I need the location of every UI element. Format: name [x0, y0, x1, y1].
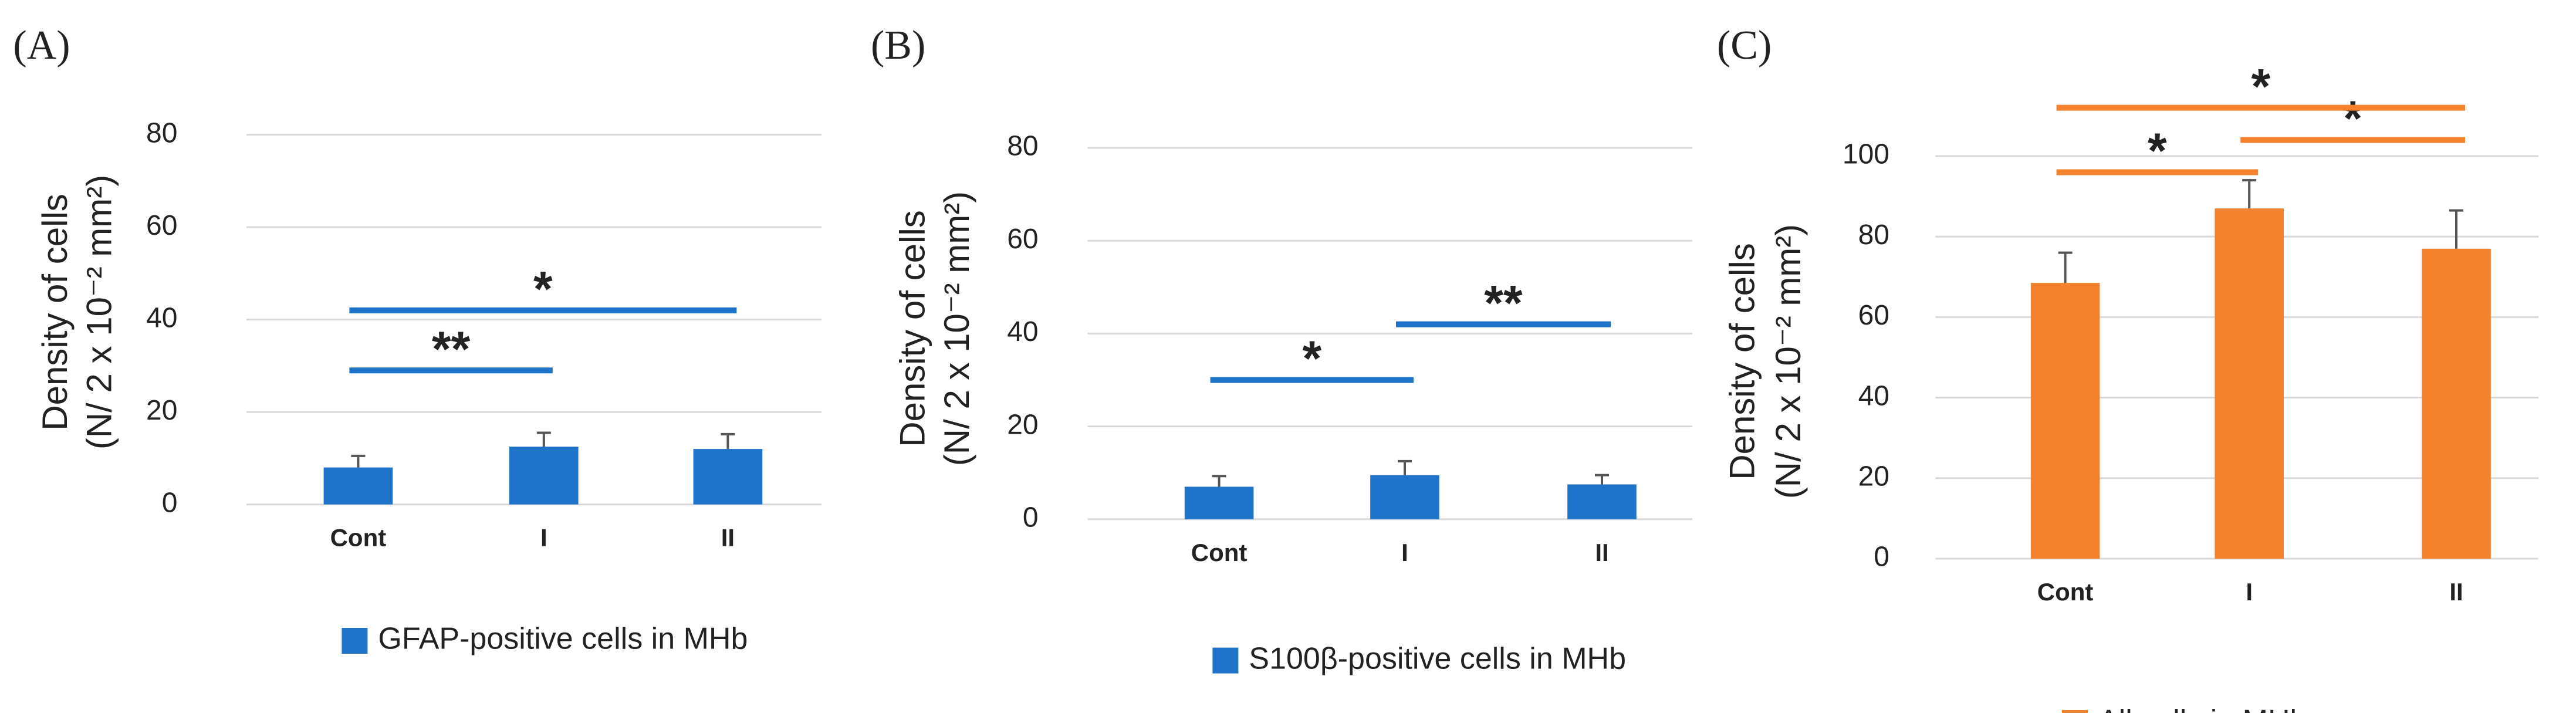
- bar: [693, 449, 763, 505]
- y-tick-label: 60: [146, 210, 177, 241]
- y-tick-label: 40: [146, 302, 177, 333]
- legend-swatch: [342, 628, 368, 654]
- y-tick-label: 100: [1843, 139, 1889, 170]
- y-tick-label: 0: [1874, 542, 1889, 573]
- x-tick-label: I: [540, 524, 547, 552]
- y-tick-label: 80: [1007, 131, 1038, 162]
- bar: [509, 447, 579, 505]
- significance-label: *: [533, 261, 553, 316]
- significance-label: **: [432, 321, 471, 376]
- x-tick-label: II: [2449, 578, 2463, 606]
- y-tick-label: 0: [1023, 502, 1039, 533]
- y-tick-label: 40: [1007, 316, 1038, 347]
- x-tick-label: Cont: [1191, 539, 1248, 566]
- y-axis-label: Density of cells: [35, 194, 75, 430]
- significance-label: *: [1302, 331, 1321, 386]
- y-tick-label: 80: [1858, 219, 1889, 251]
- y-axis-label: Density of cells: [893, 210, 932, 447]
- y-tick-label: 20: [146, 395, 177, 426]
- x-tick-label: II: [1595, 539, 1608, 566]
- x-tick-label: II: [721, 524, 735, 552]
- significance-label: *: [2148, 123, 2167, 178]
- x-tick-label: I: [2246, 578, 2253, 606]
- panel-label: (B): [871, 23, 925, 68]
- bar: [1567, 484, 1637, 519]
- y-tick-label: 0: [162, 487, 178, 518]
- bar: [1184, 486, 1254, 519]
- x-tick-label: I: [1401, 539, 1408, 566]
- significance-label: *: [2343, 91, 2362, 146]
- significance-label: **: [1484, 275, 1523, 330]
- y-tick-label: 20: [1858, 461, 1889, 492]
- y-tick-label: 20: [1007, 409, 1038, 440]
- x-tick-label: Cont: [330, 524, 387, 552]
- y-axis-label: (N/ 2 x 10⁻² mm²): [1769, 224, 1808, 499]
- y-tick-label: 80: [146, 117, 177, 148]
- panel-label: (A): [13, 23, 70, 68]
- legend-swatch: [2062, 710, 2088, 713]
- bar: [2422, 248, 2491, 559]
- x-tick-label: Cont: [2037, 578, 2094, 606]
- y-tick-label: 60: [1858, 300, 1889, 331]
- bar: [2215, 208, 2284, 559]
- y-tick-label: 40: [1858, 380, 1889, 411]
- y-tick-label: 60: [1007, 224, 1038, 255]
- bar: [2030, 283, 2100, 559]
- legend-swatch: [1212, 647, 1239, 674]
- legend-label: S100β-positive cells in MHb: [1249, 641, 1626, 675]
- legend-label: All cells in MHb: [2098, 704, 2307, 713]
- y-axis-label: (N/ 2 x 10⁻² mm²): [79, 175, 119, 450]
- panel-label: (C): [1717, 23, 1772, 68]
- y-axis-label: Density of cells: [1722, 243, 1762, 479]
- bar: [323, 467, 393, 505]
- significance-label: *: [2251, 59, 2270, 114]
- y-axis-label: (N/ 2 x 10⁻² mm²): [937, 191, 976, 466]
- legend-label: GFAP-positive cells in MHb: [378, 622, 748, 656]
- bar: [1370, 475, 1439, 519]
